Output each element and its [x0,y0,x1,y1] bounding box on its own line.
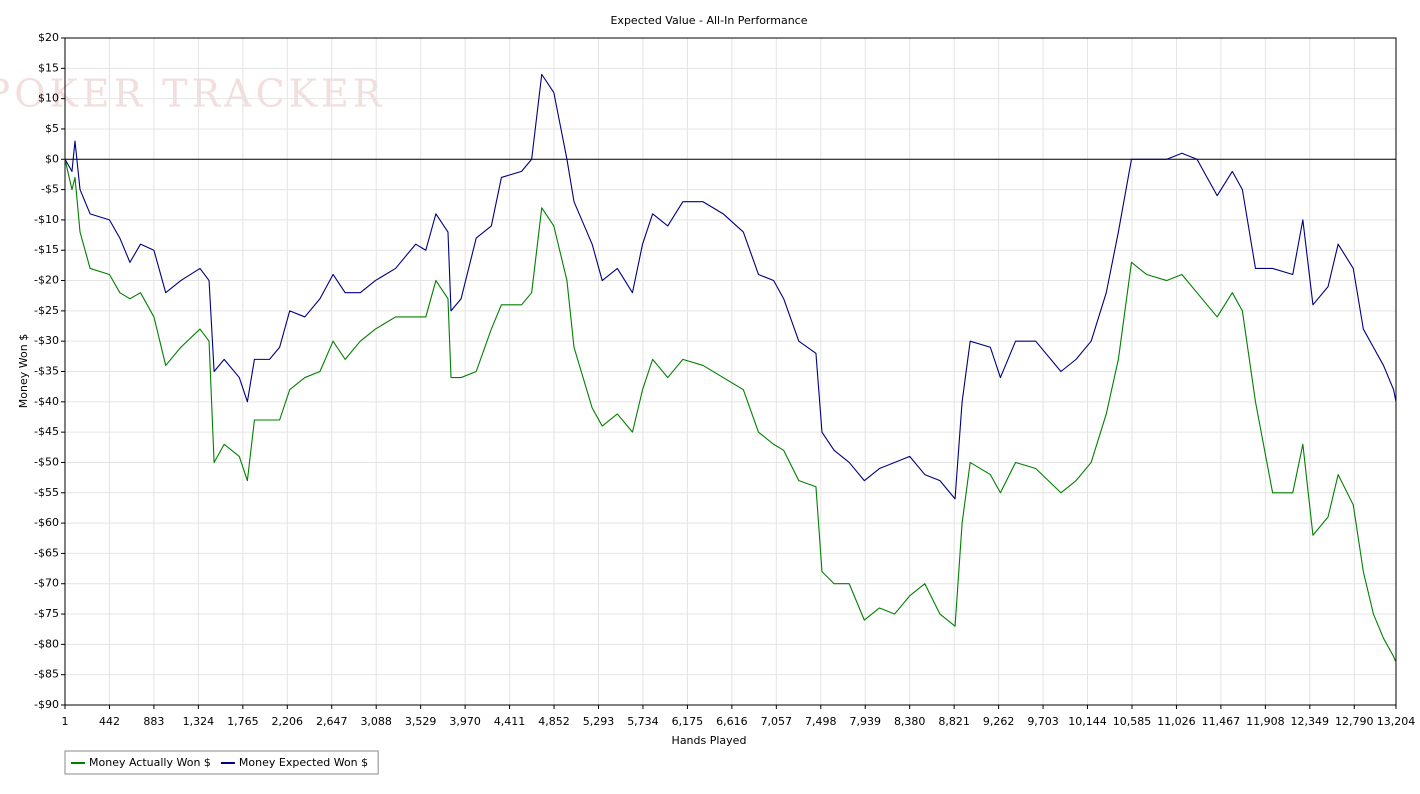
x-tick-label: 2,206 [272,715,304,728]
chart-title: Expected Value - All-In Performance [610,14,807,27]
plot-frame [64,37,1397,706]
y-tick-label: $15 [38,61,59,74]
x-tick-label: 13,204 [1377,715,1416,728]
y-tick-label: -$25 [34,304,59,317]
x-tick-label: 1 [62,715,69,728]
x-tick-label: 2,647 [316,715,348,728]
series-line [64,159,1397,663]
x-tick-label: 11,467 [1202,715,1241,728]
x-tick-label: 12,349 [1291,715,1330,728]
y-tick-label: -$90 [34,698,59,711]
y-tick-label: -$5 [41,183,59,196]
y-tick-label: -$20 [34,274,59,287]
y-tick-label: $20 [38,31,59,44]
y-tick-label: $5 [45,122,59,135]
y-tick-label: -$45 [34,425,59,438]
x-tick-label: 7,939 [849,715,881,728]
y-tick-label: -$70 [34,577,59,590]
x-tick-label: 9,262 [983,715,1015,728]
x-tick-label: 1,324 [183,715,215,728]
y-tick-label: -$55 [34,486,59,499]
y-tick-label: -$75 [34,607,59,620]
y-tick-label: $0 [45,152,59,165]
x-tick-label: 8,821 [938,715,970,728]
series-line [64,73,1397,500]
y-tick-label: $10 [38,92,59,105]
x-tick-label: 12,790 [1335,715,1374,728]
x-tick-label: 442 [99,715,120,728]
x-tick-label: 1,765 [227,715,259,728]
x-tick-label: 10,144 [1068,715,1107,728]
y-tick-label: -$40 [34,395,59,408]
x-tick-label: 11,908 [1246,715,1285,728]
x-tick-label: 3,970 [449,715,481,728]
y-tick-label: -$10 [34,213,59,226]
y-tick-label: -$30 [34,334,59,347]
x-tick-label: 6,616 [716,715,748,728]
x-tick-label: 883 [143,715,164,728]
x-tick-label: 8,380 [894,715,926,728]
y-tick-label: -$80 [34,637,59,650]
x-axis-label: Hands Played [672,734,747,747]
legend-label: Money Actually Won $ [89,756,211,769]
y-tick-label: -$60 [34,516,59,529]
x-tick-label: 11,026 [1157,715,1196,728]
x-tick-label: 6,175 [672,715,704,728]
x-tick-label: 7,498 [805,715,837,728]
y-tick-label: -$35 [34,365,59,378]
x-tick-label: 7,057 [761,715,793,728]
x-tick-label: 3,529 [405,715,437,728]
x-tick-label: 4,852 [538,715,570,728]
x-tick-label: 9,703 [1027,715,1059,728]
x-tick-label: 5,734 [627,715,659,728]
y-tick-label: -$65 [34,546,59,559]
y-tick-label: -$85 [34,668,59,681]
legend-label: Money Expected Won $ [239,756,368,769]
watermark: POKER TRACKER [0,72,385,116]
y-tick-label: -$15 [34,243,59,256]
y-axis-label: Money Won $ [17,334,30,408]
y-tick-label: -$50 [34,455,59,468]
x-tick-label: 5,293 [583,715,615,728]
x-tick-label: 10,585 [1113,715,1152,728]
x-tick-label: 4,411 [494,715,526,728]
x-tick-label: 3,088 [360,715,392,728]
